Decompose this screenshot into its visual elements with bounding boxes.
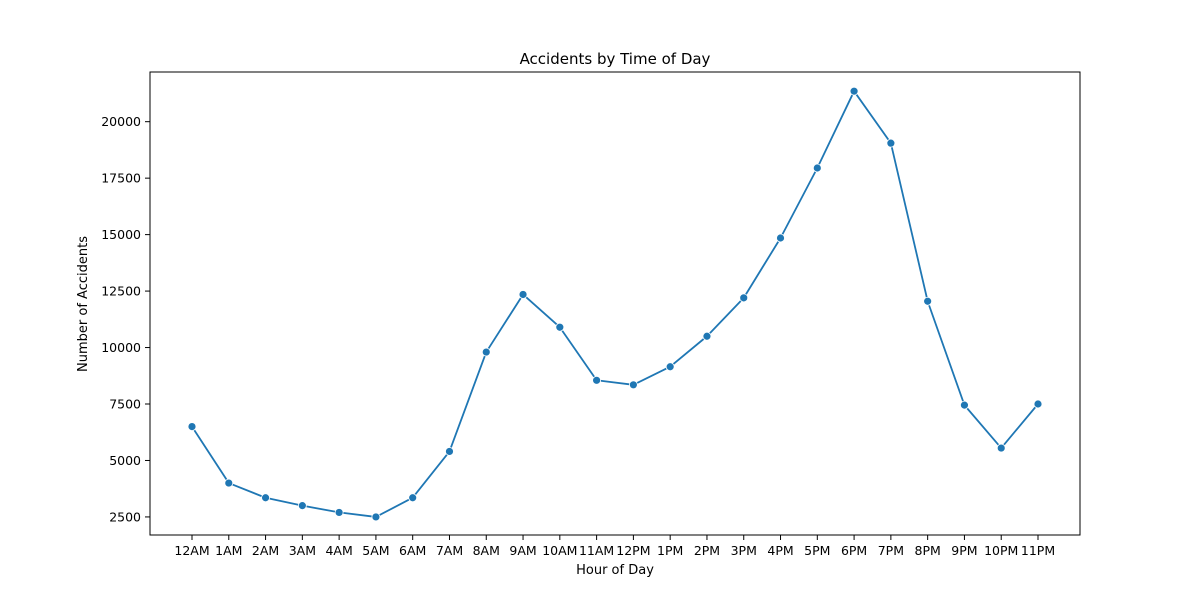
x-tick-label: 7AM [436, 543, 463, 558]
data-point [334, 508, 344, 517]
y-tick-label: 2500 [109, 509, 141, 524]
x-axis-title: Hour of Day [576, 563, 654, 578]
data-point [739, 293, 749, 303]
x-tick-label: 4PM [767, 543, 793, 558]
data-point [187, 422, 197, 431]
data-point [224, 478, 234, 488]
y-tick-label: 10000 [101, 340, 141, 355]
data-point [518, 290, 528, 299]
y-tick-label: 12500 [101, 284, 141, 299]
series-line [191, 90, 1039, 518]
y-axis: 2500 5000 7500 10000 12500 15000 17500 20000 [101, 114, 150, 524]
data-point [628, 380, 638, 390]
x-tick-label: 11AM [579, 543, 614, 558]
data-point [1033, 399, 1043, 409]
x-tick-label: 3AM [289, 543, 316, 558]
chart-title: Accidents by Time of Day [520, 50, 711, 68]
data-point [445, 447, 454, 456]
data-point [996, 443, 1006, 453]
x-tick-label: 10PM [984, 543, 1018, 558]
y-tick-label: 5000 [109, 453, 141, 468]
x-tick-label: 2PM [694, 543, 720, 558]
x-tick-label: 1PM [657, 543, 683, 558]
data-point [592, 375, 602, 385]
data-point [812, 163, 822, 173]
data-point [408, 493, 418, 503]
y-tick-label: 20000 [101, 114, 141, 129]
data-point [261, 493, 270, 503]
x-axis: 12AM 1AM 2AM 3AM 4AM 5AM 6AM 7AM 8AM 9AM 10AM 11AM 1… [174, 535, 1055, 558]
x-tick-label: 5PM [804, 543, 830, 558]
y-tick-label: 15000 [101, 227, 141, 242]
data-point [923, 296, 933, 306]
x-tick-label: 8PM [915, 543, 941, 558]
data-point [849, 86, 859, 96]
data-point [297, 501, 307, 511]
data-point [555, 322, 565, 332]
data-point [702, 331, 712, 341]
x-tick-label: 12PM [616, 543, 650, 558]
x-tick-label: 8AM [473, 543, 500, 558]
x-tick-label: 5AM [362, 543, 389, 558]
x-tick-label: 10AM [542, 543, 577, 558]
x-tick-label: 6PM [841, 543, 867, 558]
x-tick-label: 9AM [509, 543, 536, 558]
x-tick-label: 7PM [878, 543, 904, 558]
y-axis-title: Number of Accidents [76, 236, 91, 372]
y-tick-label: 17500 [101, 171, 141, 186]
data-point [665, 362, 675, 372]
data-point [960, 400, 969, 410]
x-tick-label: 3PM [731, 543, 757, 558]
x-tick-label: 4AM [325, 543, 352, 558]
data-point [776, 233, 785, 243]
x-tick-label: 6AM [399, 543, 426, 558]
x-tick-label: 12AM [174, 543, 209, 558]
x-tick-label: 11PM [1021, 543, 1055, 558]
data-point [886, 138, 896, 148]
data-point [371, 512, 381, 522]
x-tick-label: 1AM [215, 543, 242, 558]
series-layer [187, 86, 1043, 522]
y-tick-label: 7500 [109, 397, 141, 412]
x-tick-label: 9PM [951, 543, 977, 558]
plot-area [149, 71, 1081, 536]
data-point [481, 347, 491, 357]
x-tick-label: 2AM [252, 543, 279, 558]
